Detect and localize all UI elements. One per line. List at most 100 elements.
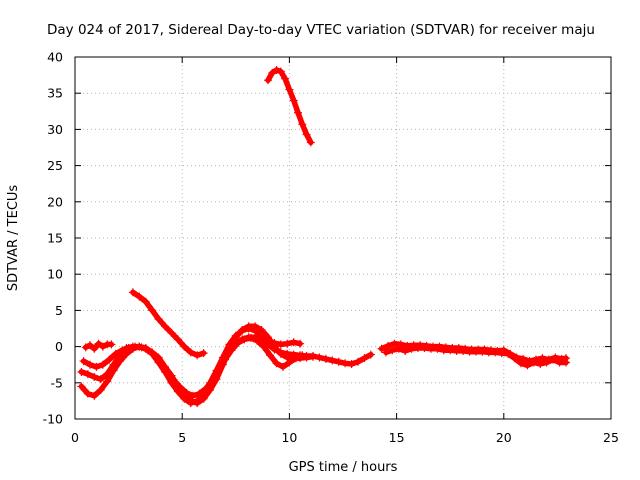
data-point bbox=[285, 358, 294, 367]
data-point bbox=[238, 325, 247, 334]
data-point bbox=[77, 382, 86, 391]
data-point bbox=[118, 346, 127, 355]
y-tick-label: 35 bbox=[47, 86, 63, 101]
y-tick-label: 10 bbox=[47, 267, 63, 282]
data-point bbox=[90, 391, 99, 400]
data-point bbox=[276, 340, 285, 349]
data-point bbox=[289, 350, 298, 359]
data-point bbox=[257, 335, 266, 344]
data-point bbox=[388, 346, 397, 355]
data-series bbox=[77, 66, 570, 408]
data-point bbox=[510, 354, 519, 363]
data-point bbox=[103, 377, 112, 386]
data-point bbox=[182, 388, 191, 397]
data-point bbox=[79, 357, 88, 366]
data-point bbox=[208, 377, 217, 386]
data-point bbox=[103, 370, 112, 379]
data-point bbox=[459, 346, 468, 355]
y-tick-label: 0 bbox=[55, 339, 63, 354]
y-tick-label: 20 bbox=[47, 194, 63, 209]
x-axis-label: GPS time / hours bbox=[289, 460, 398, 475]
data-point bbox=[523, 361, 532, 370]
data-point bbox=[270, 345, 279, 354]
y-tick-label: -10 bbox=[43, 412, 63, 427]
data-point bbox=[263, 76, 272, 85]
data-point bbox=[199, 394, 208, 403]
data-point bbox=[86, 360, 95, 369]
data-point bbox=[105, 355, 114, 364]
data-point bbox=[285, 85, 294, 94]
data-point bbox=[238, 335, 247, 344]
data-point bbox=[446, 346, 455, 355]
data-point bbox=[96, 386, 105, 395]
data-point bbox=[154, 315, 163, 324]
data-point bbox=[306, 138, 315, 147]
y-tick-label: 30 bbox=[47, 122, 63, 137]
data-point bbox=[98, 360, 107, 369]
data-point bbox=[150, 351, 159, 360]
y-tick-label: -5 bbox=[51, 375, 63, 390]
y-tick-label: 40 bbox=[47, 50, 63, 65]
data-point bbox=[278, 362, 287, 371]
data-point bbox=[268, 68, 277, 77]
data-point bbox=[90, 373, 99, 382]
data-point bbox=[161, 322, 170, 331]
data-point bbox=[143, 346, 152, 355]
data-point bbox=[251, 333, 260, 342]
data-point bbox=[135, 292, 144, 301]
data-point bbox=[257, 325, 266, 334]
y-tick-label: 25 bbox=[47, 158, 63, 173]
data-point bbox=[186, 348, 195, 357]
data-point bbox=[561, 358, 570, 367]
data-point bbox=[163, 367, 172, 376]
data-point bbox=[266, 351, 275, 360]
chart-title: Day 024 of 2017, Sidereal Day-to-day VTE… bbox=[47, 22, 595, 38]
data-point bbox=[272, 66, 281, 75]
data-point bbox=[231, 338, 240, 347]
data-point bbox=[141, 297, 150, 306]
data-point bbox=[77, 367, 86, 376]
x-tick-label: 20 bbox=[496, 430, 512, 445]
data-point bbox=[281, 74, 290, 83]
series-track-9 bbox=[381, 344, 570, 370]
data-point bbox=[347, 359, 356, 368]
data-point bbox=[90, 344, 99, 353]
data-point bbox=[549, 355, 558, 364]
data-point bbox=[296, 339, 305, 348]
data-point bbox=[536, 359, 545, 368]
data-point bbox=[81, 343, 90, 352]
data-point bbox=[109, 360, 118, 369]
series-track-7 bbox=[212, 333, 375, 380]
data-point bbox=[296, 351, 305, 360]
x-tick-label: 5 bbox=[178, 430, 186, 445]
data-point bbox=[283, 349, 292, 358]
data-point bbox=[107, 340, 116, 349]
data-point bbox=[263, 333, 272, 342]
data-point bbox=[176, 383, 185, 392]
data-point bbox=[186, 396, 195, 405]
data-point bbox=[360, 354, 369, 363]
data-point bbox=[276, 348, 285, 357]
x-tick-label: 25 bbox=[603, 430, 619, 445]
data-point bbox=[225, 346, 234, 355]
data-point bbox=[478, 347, 487, 356]
data-point bbox=[289, 338, 298, 347]
data-point bbox=[377, 344, 386, 353]
data-point bbox=[272, 359, 281, 368]
data-point bbox=[293, 108, 302, 117]
data-point bbox=[218, 358, 227, 367]
data-point bbox=[516, 359, 525, 368]
data-point bbox=[321, 354, 330, 363]
data-point bbox=[334, 357, 343, 366]
series-track-2 bbox=[128, 288, 208, 360]
series-track-6 bbox=[81, 339, 116, 353]
data-point bbox=[180, 342, 189, 351]
data-point bbox=[193, 399, 202, 408]
y-axis-label: SDTVAR / TECUs bbox=[6, 185, 21, 292]
data-point bbox=[298, 120, 307, 129]
data-point bbox=[529, 358, 538, 367]
data-point bbox=[137, 343, 146, 352]
data-point bbox=[366, 350, 375, 359]
